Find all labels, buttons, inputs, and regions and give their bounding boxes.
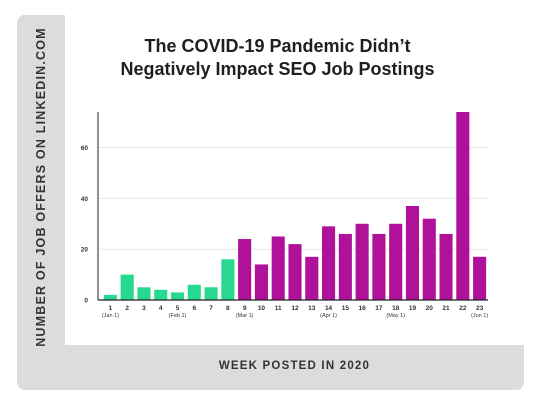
x-tick-label: 14 — [325, 305, 333, 312]
bar — [389, 223, 403, 300]
x-tick-label: 12 — [291, 305, 299, 312]
bar — [355, 223, 369, 300]
x-tick-label: 6 — [192, 305, 196, 312]
x-tick-label: 3 — [142, 305, 146, 312]
bar — [456, 112, 470, 300]
x-tick-label: 15 — [342, 305, 350, 312]
x-tick-label: 17 — [375, 305, 383, 312]
x-tick-label: 4 — [159, 305, 163, 312]
x-tick-sublabel: (May 1) — [386, 313, 405, 319]
x-tick-label: 22 — [459, 305, 467, 312]
x-tick-label: 13 — [308, 305, 316, 312]
x-tick-sublabel: (Mar 1) — [236, 313, 254, 319]
bar — [322, 226, 336, 300]
x-tick-label: 11 — [275, 305, 282, 312]
x-tick-label: 23 — [476, 305, 484, 312]
bar — [221, 259, 235, 300]
x-tick-label: 7 — [209, 305, 213, 312]
x-tick-sublabel: (Jan 1) — [102, 313, 119, 319]
bar — [254, 264, 268, 300]
bar — [204, 287, 218, 300]
x-tick-label: 16 — [359, 305, 367, 312]
bar — [137, 287, 151, 300]
chart-card: NUMBER OF JOB OFFERS ON LINKEDIN.COM WEE… — [17, 15, 524, 390]
x-axis-label: WEEK POSTED IN 2020 — [218, 360, 371, 372]
x-tick-label: 20 — [426, 305, 434, 312]
bar — [405, 206, 420, 300]
bar — [439, 233, 453, 300]
bar — [305, 256, 319, 300]
y-axis-label-band: NUMBER OF JOB OFFERS ON LINKEDIN.COM — [17, 15, 65, 390]
x-tick-sublabel: (Jun 1) — [471, 313, 488, 319]
x-tick-label: 18 — [392, 305, 400, 312]
x-tick-label: 21 — [442, 305, 450, 312]
bar — [103, 294, 117, 300]
bar — [473, 256, 487, 300]
x-tick-label: 10 — [258, 305, 266, 312]
x-tick-label: 5 — [176, 305, 180, 312]
bar — [372, 233, 386, 300]
x-tick-label: 19 — [409, 305, 417, 312]
x-tick-sublabel: (Apr 1) — [320, 313, 337, 319]
x-tick-label: 1 — [109, 305, 113, 312]
x-axis-label-band: WEEK POSTED IN 2020 — [65, 345, 524, 390]
bar — [238, 239, 252, 300]
bar — [120, 274, 134, 300]
bar — [170, 292, 185, 300]
chart-title-line-2: Negatively Impact SEO Job Postings — [120, 59, 435, 79]
x-tick-label: 2 — [125, 305, 129, 312]
bar — [271, 236, 285, 300]
bar — [288, 244, 302, 300]
y-tick-label: 60 — [81, 145, 89, 152]
bar — [338, 233, 352, 300]
bar — [154, 289, 168, 300]
y-tick-label: 0 — [84, 298, 88, 305]
chart-title-line-1: The COVID-19 Pandemic Didn’t — [144, 36, 411, 56]
x-tick-label: 8 — [226, 305, 230, 312]
y-tick-label: 20 — [81, 247, 89, 254]
bar — [422, 218, 436, 300]
x-tick-label: 9 — [243, 305, 247, 312]
y-tick-label: 40 — [81, 196, 89, 203]
bar — [187, 284, 201, 300]
x-tick-sublabel: (Feb 1) — [169, 313, 187, 319]
